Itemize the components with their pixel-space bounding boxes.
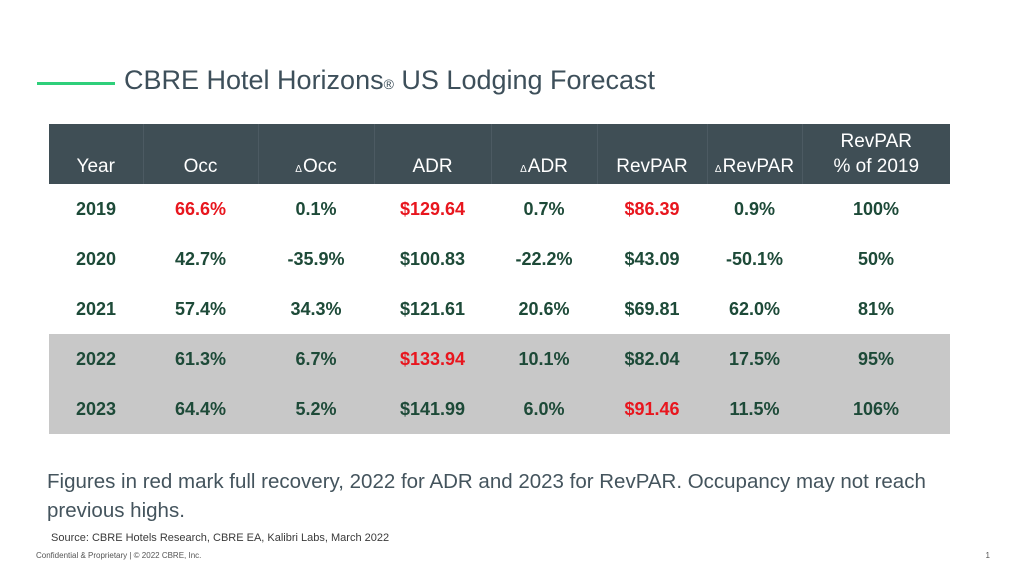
cell-delta-occ: 5.2% — [258, 384, 374, 434]
header-adr: ADR — [374, 124, 492, 184]
header-year: Year — [49, 124, 144, 184]
cell-revpar: $86.39 — [624, 198, 680, 219]
table-row: 2019 66.6% 0.1% $129.64 0.7% $86.39 0.9%… — [49, 184, 950, 234]
cell-delta-adr: 0.7% — [523, 198, 565, 219]
cell-adr: $141.99 — [374, 384, 491, 434]
cell-revpar: $69.81 — [624, 298, 680, 319]
table-header-row: Year Occ ΔOcc ADR ΔADR RevPAR ΔRevPAR Re… — [49, 124, 950, 184]
cell-adr: $129.64 — [399, 198, 466, 219]
cell-delta-adr: 20.6% — [518, 298, 570, 319]
page-title: CBRE Hotel Horizons® US Lodging Forecast — [124, 65, 656, 95]
title-accent-line — [37, 82, 115, 85]
cell-year: 2021 — [75, 298, 117, 319]
cell-delta-revpar: 0.9% — [733, 198, 776, 219]
header-delta-occ: ΔOcc — [258, 124, 375, 184]
delta-symbol: Δ — [520, 164, 527, 175]
cell-delta-occ: 0.1% — [295, 198, 337, 219]
cell-occ: 66.6% — [174, 198, 227, 219]
cell-revpar: $82.04 — [597, 334, 707, 384]
cell-occ: 42.7% — [174, 248, 227, 269]
cell-pct-2019: 50% — [857, 248, 895, 269]
cell-pct-2019: 81% — [857, 298, 895, 319]
source-citation: Source: CBRE Hotels Research, CBRE EA, K… — [51, 532, 390, 544]
cell-occ: 64.4% — [143, 384, 258, 434]
cell-year: 2020 — [75, 248, 117, 269]
table-row: 2021 57.4% 34.3% $121.61 20.6% $69.81 62… — [49, 284, 950, 334]
cell-delta-revpar: 17.5% — [707, 334, 802, 384]
footnote-text: Figures in red mark full recovery, 2022 … — [47, 470, 926, 522]
cell-delta-adr: 10.1% — [491, 334, 597, 384]
table-row-forecast: 2023 64.4% 5.2% $141.99 6.0% $91.46 11.5… — [49, 384, 950, 434]
header-delta-adr: ΔADR — [491, 124, 598, 184]
page-number: 1 — [985, 551, 990, 560]
cell-delta-revpar: -50.1% — [725, 248, 784, 269]
cell-revpar: $91.46 — [597, 384, 707, 434]
cell-year: 2022 — [49, 334, 143, 384]
forecast-table: Year Occ ΔOcc ADR ΔADR RevPAR ΔRevPAR Re… — [49, 124, 950, 434]
cell-adr: $133.94 — [374, 334, 491, 384]
cell-delta-occ: 6.7% — [258, 334, 374, 384]
cell-pct-2019: 106% — [802, 384, 950, 434]
cell-adr: $121.61 — [399, 298, 466, 319]
cell-delta-adr: 6.0% — [491, 384, 597, 434]
table-row: 2020 42.7% -35.9% $100.83 -22.2% $43.09 … — [49, 234, 950, 284]
header-revpar-pct-2019: RevPAR% of 2019 — [802, 124, 950, 184]
cell-delta-revpar: 62.0% — [728, 298, 781, 319]
cell-delta-revpar: 11.5% — [707, 384, 802, 434]
header-delta-revpar: ΔRevPAR — [707, 124, 803, 184]
header-revpar: RevPAR — [597, 124, 708, 184]
delta-symbol: Δ — [714, 164, 722, 175]
cell-occ: 57.4% — [174, 298, 227, 319]
cell-occ: 61.3% — [143, 334, 258, 384]
header-occ: Occ — [143, 124, 259, 184]
confidential-notice: Confidential & Proprietary | © 2022 CBRE… — [36, 551, 202, 560]
cell-revpar: $43.09 — [624, 248, 680, 269]
registered-mark: ® — [383, 76, 394, 92]
cell-pct-2019: 95% — [802, 334, 950, 384]
cell-year: 2019 — [75, 198, 117, 219]
cell-delta-adr: -22.2% — [515, 248, 573, 269]
delta-symbol: Δ — [295, 164, 302, 175]
cell-year: 2023 — [49, 384, 143, 434]
table-row-forecast: 2022 61.3% 6.7% $133.94 10.1% $82.04 17.… — [49, 334, 950, 384]
cell-pct-2019: 100% — [852, 198, 900, 219]
cell-delta-occ: 34.3% — [290, 298, 342, 319]
cell-adr: $100.83 — [399, 248, 466, 269]
cell-delta-occ: -35.9% — [287, 248, 345, 269]
